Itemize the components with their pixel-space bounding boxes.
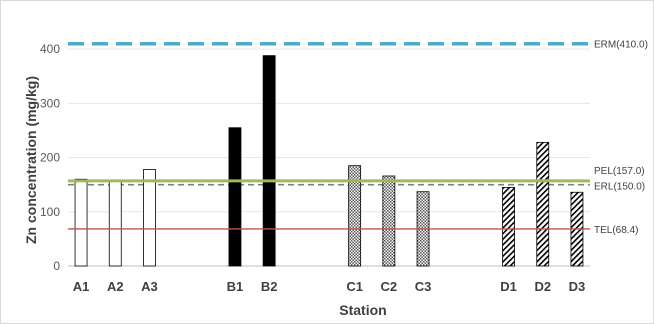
bars [74,55,584,267]
bar-d2 [536,141,550,267]
x-tick-label: D2 [534,279,551,294]
y-axis-title: Zn concentration (mg/kg) [23,76,39,244]
x-tick-label: A3 [141,279,158,294]
y-tick-label: 300 [40,96,60,110]
x-tick-label: B2 [261,279,278,294]
x-tick-label: A2 [107,279,124,294]
bar-c1 [348,165,362,267]
y-tick-label: 200 [40,151,60,165]
ref-line-erm-label: ERM(410.0) [594,40,648,51]
x-tick-label: C1 [346,279,363,294]
bar-a3 [143,169,156,267]
x-tick-label: D1 [500,279,517,294]
reference-lines [68,41,590,230]
x-tick-label: C3 [415,279,432,294]
bar-d1 [502,186,515,267]
y-tick-label: 400 [40,42,60,56]
bar-c2 [382,175,396,267]
x-tick-label: D3 [569,279,586,294]
ref-line-pel-label: PEL(157.0) [594,166,645,177]
ref-line-erl-label: ERL(150.0) [594,182,645,193]
x-tick-label: A1 [73,279,90,294]
bar-a2 [108,180,122,267]
x-tick-label: C2 [381,279,398,294]
x-tick-label: B1 [227,279,244,294]
labels: 0 100 200 300 400 A1 A2 A3 B1 B2 C1 C2 C3 D1 D2 D3 ERM(4… [40,40,648,294]
ref-line-tel-label: TEL(68.4) [594,225,638,236]
y-tick-label: 0 [53,259,60,273]
bar-a1 [74,178,88,267]
x-axis-title: Station [339,302,386,318]
bar-b2 [262,55,276,267]
y-tick-label: 100 [40,205,60,219]
bar-b1 [228,127,242,267]
